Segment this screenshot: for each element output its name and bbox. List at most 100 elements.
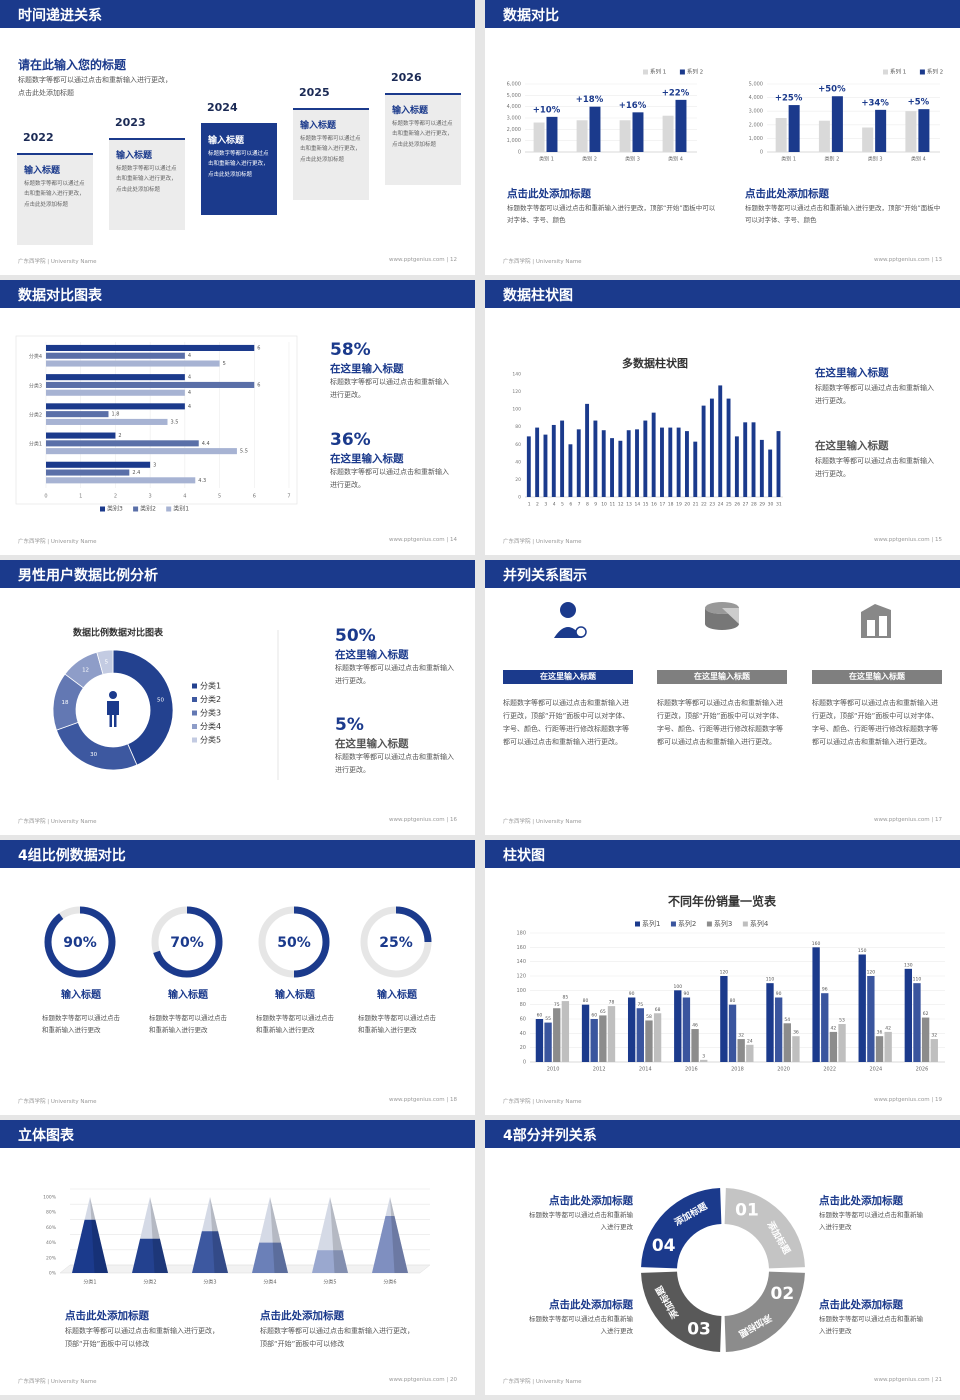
x-tick-label: 11 <box>610 502 616 508</box>
slide: 50 30 18 12 5 数据比例数据对比图表 分类1 分类2 分类3 分类4 分类5 男性用户数据… <box>0 560 475 835</box>
pyramid-fill <box>252 1242 288 1273</box>
bar <box>576 429 581 497</box>
bar <box>718 385 723 497</box>
step-box <box>385 93 461 185</box>
bar <box>674 990 682 1062</box>
y-tick-label: 0 <box>760 150 763 156</box>
bar <box>46 469 130 476</box>
data-label: 85 <box>563 995 569 1001</box>
x-tick-label: 24 <box>718 502 724 508</box>
step-text: 标题数字等都可以通过点击和重新输入进行更改，点击此处添加标题 <box>300 136 361 163</box>
legend-swatch <box>192 724 197 729</box>
y-tick-label: 80% <box>46 1210 57 1216</box>
legend-label: 系列2 <box>678 919 696 928</box>
bar <box>838 1024 846 1062</box>
bar <box>930 1039 938 1062</box>
slide-title: 柱状图 <box>503 848 545 864</box>
bar <box>645 1020 653 1062</box>
x-tick-label: 14 <box>634 502 640 508</box>
y-tick-label: 3,000 <box>507 116 521 122</box>
y-tick-label: 20% <box>46 1255 57 1261</box>
x-tick-label: 2 <box>114 494 117 500</box>
step-box <box>293 108 369 200</box>
y-tick-label: 0% <box>49 1271 57 1277</box>
x-tick-label: 27 <box>743 502 749 508</box>
data-label: 5.5 <box>240 449 248 455</box>
slide-graphics: 0% 20% 40% 60% 80% 100% 分类1 分类2 分类3 分类4 分类5 分类6 <box>43 1188 431 1286</box>
segment-number: 03 <box>687 1319 711 1339</box>
bar <box>734 436 739 497</box>
step-title: 输入标题 <box>208 136 245 146</box>
icon <box>560 602 576 618</box>
y-tick-label: 分类3 <box>29 382 42 389</box>
slide-graphics: 0 1 2 3 4 5 6 7 3 2.4 4.3 分类1 2 4.4 5.5 分类2 4 1.8 3.5 分类3 4 6… <box>15 335 298 513</box>
data-label: 4 <box>188 404 191 410</box>
bar <box>560 420 565 497</box>
bar <box>766 983 774 1062</box>
y-tick-label: 60% <box>46 1225 57 1231</box>
y-tick-label: 20 <box>520 1045 526 1051</box>
bar <box>551 424 556 497</box>
data-label: 120 <box>867 970 876 976</box>
annotation: +10% <box>533 105 561 115</box>
column-header <box>503 670 633 684</box>
bar <box>685 431 689 497</box>
pyramid-shade <box>270 1197 288 1273</box>
step-year: 2025 <box>299 86 330 99</box>
x-tick-label: 2020 <box>777 1067 790 1073</box>
donut-slice <box>112 649 174 766</box>
data-label: 42 <box>885 1025 891 1031</box>
y-tick-label: 20 <box>515 477 521 483</box>
x-tick-label: 3 <box>544 502 547 508</box>
x-tick-label: 6 <box>253 494 256 500</box>
bar <box>651 412 656 497</box>
footer-right: www.pptgenius.com | 15 <box>874 537 942 543</box>
y-tick-label: 80 <box>515 424 521 430</box>
bar <box>700 1059 708 1062</box>
legend-swatch <box>133 506 139 512</box>
x-tick-label: 26 <box>734 502 740 508</box>
data-label: 75 <box>637 1002 643 1008</box>
bar <box>693 441 698 497</box>
step-text: 标题数字等都可以通过点击和重新输入进行更改，点击此处添加标题 <box>24 181 85 208</box>
bar <box>581 1004 590 1062</box>
data-label: 90 <box>629 991 635 997</box>
x-tick-label: 8 <box>586 502 589 508</box>
step-text: 标题数字等都可以通过点击和重新输入进行更改，点击此处添加标题 <box>116 166 177 193</box>
block-title: 输入标题 <box>275 990 315 1001</box>
data-label: 65 <box>600 1009 606 1015</box>
data-label: 3.5 <box>171 419 179 425</box>
data-label: 5 <box>223 361 226 367</box>
block-text: 标题数字等都可以通过点击和重新输入进行更改，顶部“开始”面板中可以对字体、字号、… <box>657 699 784 746</box>
block-text: 标题数字等都可以通过点击和重新输入进行更改。 <box>815 457 934 478</box>
block-value: 36% <box>330 430 371 450</box>
annotation: +34% <box>861 98 889 108</box>
block-text: 标题数字等都可以通过点击和重新输入进行更改 <box>819 1211 923 1232</box>
slide-header <box>485 1120 960 1148</box>
bar <box>46 418 168 425</box>
y-tick-label: 40 <box>520 1031 526 1037</box>
footer-left: 广东西学院 | University Name <box>503 819 582 825</box>
data-label: 68 <box>655 1007 661 1013</box>
y-tick-label: 1,000 <box>749 136 763 142</box>
block-title: 在这里输入标题 <box>815 440 889 452</box>
y-tick-label: 40% <box>46 1240 57 1246</box>
annotation: +22% <box>662 88 690 98</box>
y-tick-label: 4,000 <box>507 104 521 110</box>
y-tick-label: 120 <box>516 974 526 980</box>
y-tick-label: 60 <box>520 1017 526 1023</box>
bar <box>775 118 787 152</box>
data-label: 60 <box>591 1013 597 1019</box>
footer-left: 广东西学院 | University Name <box>18 259 97 265</box>
x-tick-label: 分类4 <box>263 1279 276 1286</box>
column-header <box>812 670 942 684</box>
x-tick-label: 2014 <box>639 1067 652 1073</box>
data-label: 32 <box>738 1033 744 1039</box>
footer-right: www.pptgenius.com | 13 <box>874 257 942 263</box>
x-tick-label: 类别 3 <box>868 156 883 163</box>
bar <box>601 430 606 497</box>
block-title: 输入标题 <box>168 990 208 1001</box>
bar <box>743 422 748 497</box>
bar <box>875 1036 884 1062</box>
bar <box>546 116 558 152</box>
